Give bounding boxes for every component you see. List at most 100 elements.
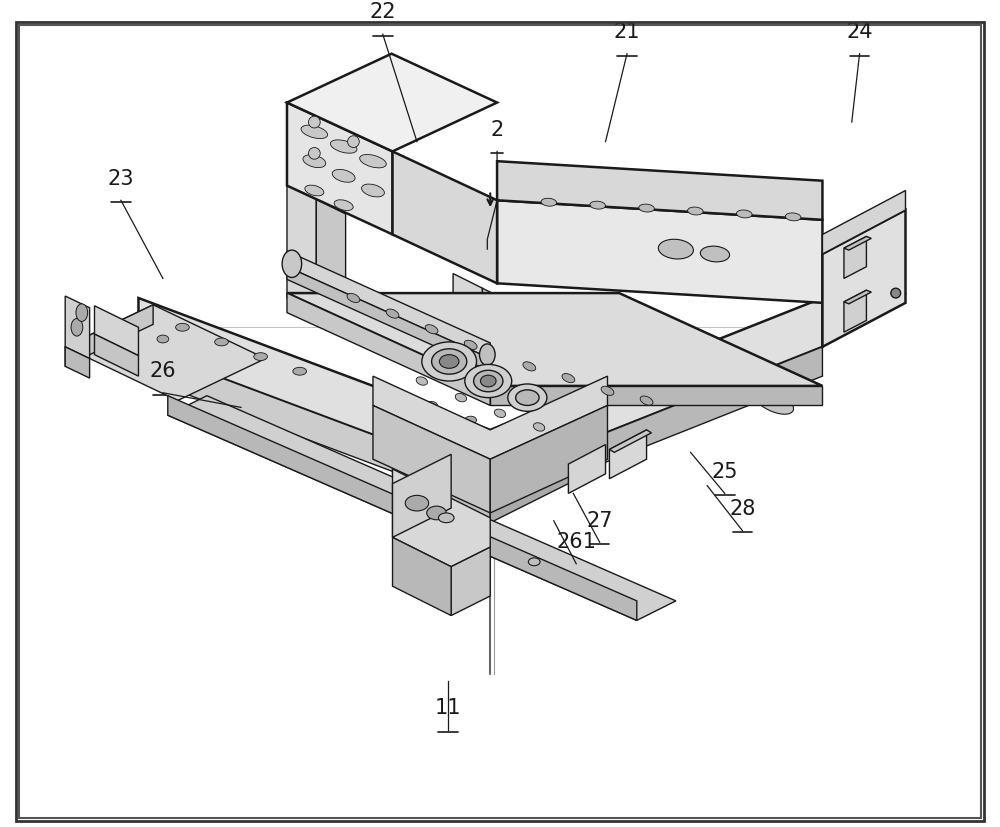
- Ellipse shape: [464, 340, 477, 350]
- Polygon shape: [373, 405, 490, 513]
- Ellipse shape: [676, 366, 715, 391]
- Ellipse shape: [754, 389, 794, 414]
- Ellipse shape: [426, 402, 437, 409]
- Ellipse shape: [639, 204, 654, 212]
- Ellipse shape: [334, 200, 353, 211]
- Ellipse shape: [308, 117, 320, 128]
- Ellipse shape: [516, 390, 539, 405]
- Ellipse shape: [348, 136, 359, 147]
- Ellipse shape: [707, 356, 723, 366]
- Text: 23: 23: [108, 169, 134, 189]
- Polygon shape: [316, 199, 346, 327]
- Ellipse shape: [455, 394, 467, 402]
- Ellipse shape: [303, 155, 326, 168]
- Ellipse shape: [640, 333, 653, 341]
- Polygon shape: [453, 274, 482, 381]
- Ellipse shape: [465, 416, 477, 424]
- Ellipse shape: [432, 349, 467, 374]
- Ellipse shape: [438, 513, 454, 523]
- Polygon shape: [287, 293, 822, 386]
- Ellipse shape: [658, 239, 693, 259]
- Ellipse shape: [362, 184, 384, 197]
- Ellipse shape: [439, 355, 459, 368]
- Polygon shape: [844, 290, 866, 332]
- Polygon shape: [822, 190, 906, 254]
- Ellipse shape: [305, 185, 324, 196]
- Ellipse shape: [254, 352, 267, 361]
- Ellipse shape: [562, 374, 575, 383]
- Ellipse shape: [479, 344, 495, 366]
- Ellipse shape: [611, 351, 643, 372]
- Polygon shape: [393, 454, 451, 538]
- Polygon shape: [393, 395, 490, 523]
- Polygon shape: [490, 405, 607, 513]
- Polygon shape: [609, 430, 651, 452]
- Ellipse shape: [688, 207, 703, 215]
- Polygon shape: [497, 200, 822, 303]
- Ellipse shape: [676, 347, 734, 385]
- Polygon shape: [844, 237, 871, 250]
- Ellipse shape: [386, 309, 399, 318]
- Ellipse shape: [360, 155, 386, 168]
- Ellipse shape: [767, 377, 780, 385]
- Ellipse shape: [215, 338, 228, 346]
- Polygon shape: [287, 185, 316, 312]
- Polygon shape: [138, 298, 822, 479]
- Polygon shape: [393, 469, 490, 566]
- Polygon shape: [844, 290, 871, 304]
- Text: 27: 27: [586, 510, 613, 531]
- Text: 261: 261: [556, 532, 596, 552]
- Polygon shape: [168, 395, 637, 620]
- Text: 2: 2: [490, 120, 504, 140]
- Ellipse shape: [282, 250, 302, 277]
- Ellipse shape: [590, 201, 606, 209]
- Polygon shape: [490, 347, 822, 508]
- Ellipse shape: [71, 318, 83, 336]
- Polygon shape: [168, 395, 676, 620]
- Ellipse shape: [533, 423, 545, 431]
- Polygon shape: [287, 54, 497, 151]
- Polygon shape: [393, 395, 588, 479]
- Ellipse shape: [425, 325, 438, 334]
- Text: 25: 25: [711, 461, 738, 481]
- Polygon shape: [373, 376, 607, 459]
- Ellipse shape: [601, 386, 614, 395]
- Ellipse shape: [528, 558, 540, 566]
- Text: 24: 24: [846, 22, 873, 42]
- Polygon shape: [393, 538, 451, 615]
- Polygon shape: [490, 395, 588, 523]
- Ellipse shape: [480, 375, 496, 387]
- Text: 11: 11: [435, 698, 461, 718]
- Polygon shape: [844, 237, 866, 279]
- Text: 21: 21: [614, 22, 640, 42]
- Ellipse shape: [416, 377, 427, 385]
- Polygon shape: [94, 334, 138, 376]
- Text: 22: 22: [369, 2, 396, 22]
- Ellipse shape: [422, 342, 477, 381]
- Ellipse shape: [347, 294, 360, 303]
- Polygon shape: [65, 347, 90, 378]
- Ellipse shape: [301, 125, 328, 139]
- Ellipse shape: [543, 416, 555, 424]
- Ellipse shape: [541, 198, 557, 206]
- Polygon shape: [482, 288, 512, 395]
- Polygon shape: [287, 266, 490, 371]
- Ellipse shape: [504, 431, 516, 438]
- Ellipse shape: [715, 377, 754, 403]
- Polygon shape: [568, 445, 606, 494]
- Polygon shape: [65, 305, 153, 366]
- Ellipse shape: [465, 365, 512, 398]
- Ellipse shape: [508, 384, 547, 411]
- Ellipse shape: [157, 335, 169, 343]
- Ellipse shape: [308, 147, 320, 160]
- Polygon shape: [287, 251, 490, 359]
- Polygon shape: [94, 306, 138, 356]
- Polygon shape: [138, 347, 490, 508]
- Polygon shape: [609, 430, 647, 479]
- Ellipse shape: [330, 140, 357, 153]
- Ellipse shape: [76, 304, 88, 322]
- Ellipse shape: [293, 367, 307, 375]
- Ellipse shape: [679, 348, 692, 356]
- Ellipse shape: [494, 409, 506, 418]
- Ellipse shape: [474, 370, 503, 392]
